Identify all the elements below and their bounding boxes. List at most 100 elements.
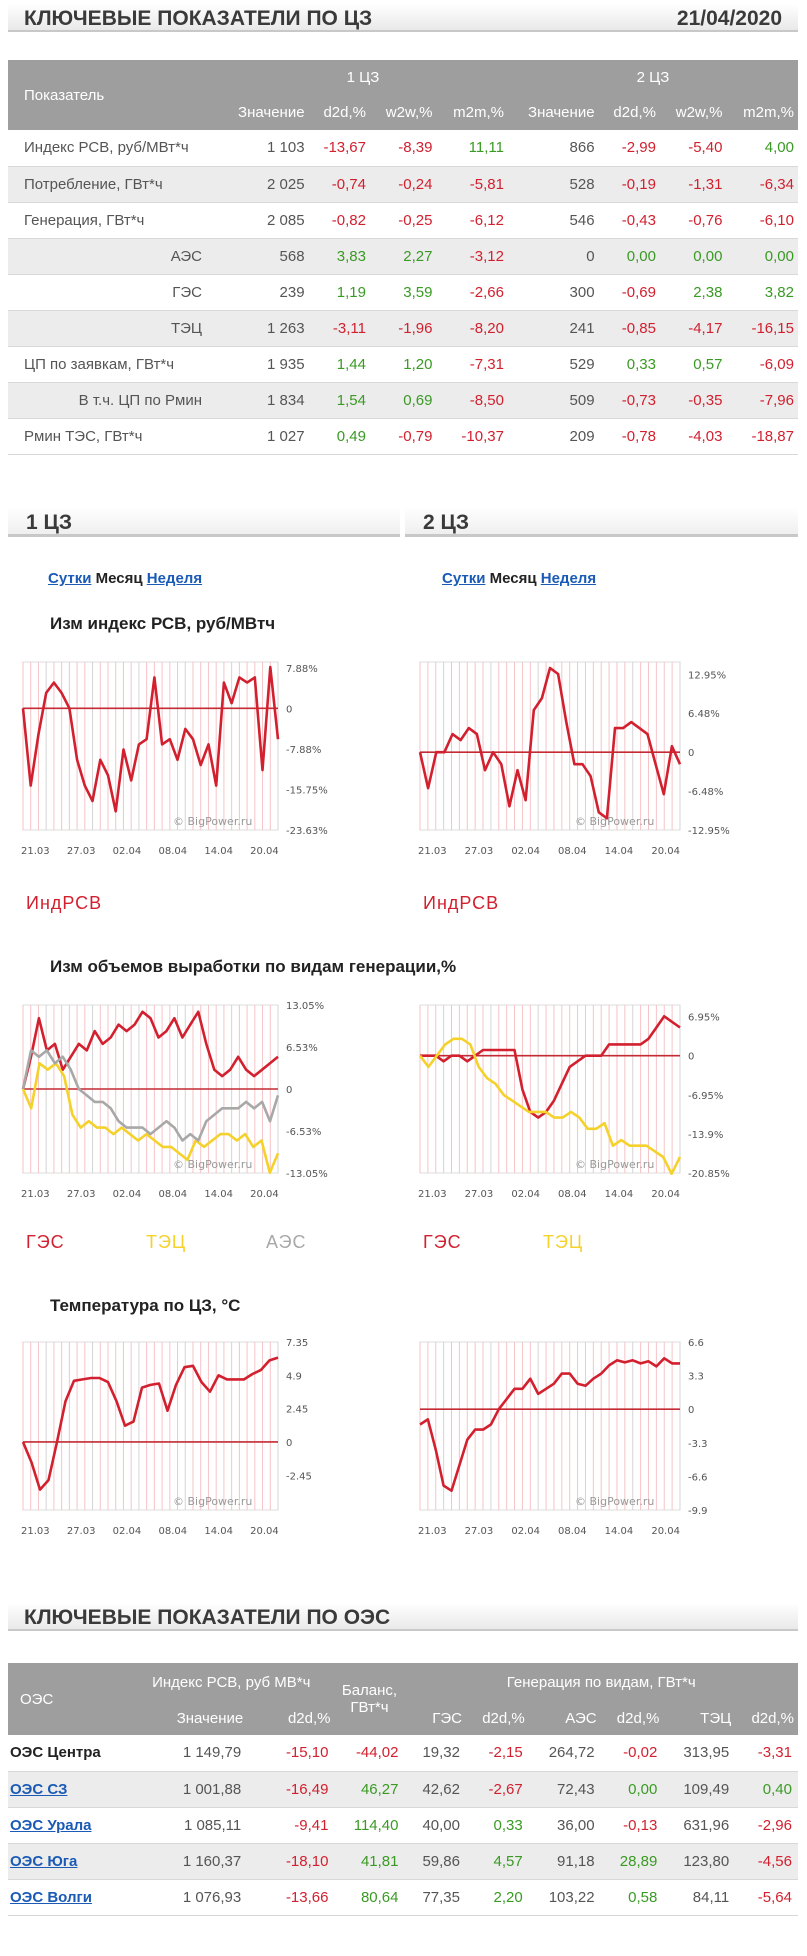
- cell-dges: 0,33: [465, 1807, 529, 1844]
- cell-tec: 313,95: [663, 1735, 736, 1772]
- cell-d1: -3,11: [308, 310, 370, 347]
- y-tick-label: 13.05%: [286, 1001, 324, 1012]
- table-row: АЭС 568 3,83 2,27 -3,12 0 0,00 0,00 0,00: [8, 238, 798, 275]
- cell-tec: 631,96: [663, 1807, 736, 1844]
- row-label: Потребление, ГВт*ч: [8, 166, 218, 203]
- cell-v1: 2 025: [218, 166, 309, 203]
- cell-dtec: 0,40: [735, 1771, 798, 1808]
- oes-link[interactable]: ОЭС СЗ: [10, 1780, 68, 1798]
- oes-title: КЛЮЧЕВЫЕ ПОКАЗАТЕЛИ ПО ОЭС: [24, 1606, 391, 1629]
- y-tick-label: 7.35: [286, 1338, 308, 1349]
- subcol-z2-3: m2m,%: [726, 94, 798, 130]
- cell-w2: -0,35: [659, 382, 727, 419]
- tab-month-z2[interactable]: Месяц: [489, 570, 537, 587]
- cell-m1: -6,12: [436, 202, 508, 239]
- x-tick-label: 20.04: [250, 1189, 279, 1200]
- y-tick-label: -6.6: [688, 1472, 708, 1483]
- cell-m2: -7,96: [726, 382, 798, 419]
- row-label: АЭС: [8, 238, 218, 275]
- x-tick-label: 27.03: [67, 1526, 96, 1537]
- tab-week-z1[interactable]: Неделя: [146, 570, 203, 587]
- y-tick-label: 7.88%: [286, 664, 318, 675]
- cell-d2: 0,00: [598, 238, 660, 275]
- x-tick-label: 27.03: [67, 1189, 96, 1200]
- cell-bal: 46,27: [334, 1771, 405, 1808]
- col-balance: Баланс, ГВт*ч: [334, 1663, 405, 1735]
- sub-d2d-aes: d2d,%: [600, 1701, 664, 1735]
- tab-week-z2[interactable]: Неделя: [540, 570, 597, 587]
- sub-value: Значение: [128, 1701, 248, 1735]
- subcol-z1-2: w2w,%: [370, 94, 437, 130]
- table-row: ГЭС 239 1,19 3,59 -2,66 300 -0,69 2,38 3,82: [8, 274, 798, 311]
- oes-link[interactable]: ОЭС Волги: [10, 1888, 92, 1906]
- sub-d2d-ges: d2d,%: [465, 1701, 529, 1735]
- oes-link[interactable]: ОЭС Юга: [10, 1852, 78, 1870]
- y-tick-label: 0: [688, 1405, 694, 1416]
- zone1-header: 1 ЦЗ: [8, 507, 400, 537]
- cell-w2: -0,76: [659, 202, 727, 239]
- cell-d: -9,41: [247, 1807, 335, 1844]
- x-tick-label: 20.04: [250, 846, 279, 857]
- cell-idx: 1 160,37: [128, 1843, 248, 1880]
- cell-m1: -7,31: [436, 346, 508, 383]
- x-tick-label: 27.03: [465, 1189, 494, 1200]
- oes-name[interactable]: ОЭС Юга: [8, 1843, 128, 1880]
- y-tick-label: 3.3: [688, 1372, 704, 1383]
- oes-name[interactable]: ОЭС СЗ: [8, 1771, 128, 1808]
- cell-w1: 3,59: [370, 274, 437, 311]
- oes-name[interactable]: ОЭС Волги: [8, 1879, 128, 1916]
- zone2-period-tabs: Сутки Месяц Неделя: [442, 570, 596, 587]
- x-tick-label: 08.04: [558, 846, 587, 857]
- cell-m1: -3,12: [436, 238, 508, 275]
- tab-month-z1[interactable]: Месяц: [95, 570, 143, 587]
- chart-title-gen: Изм объемов выработки по видам генерации…: [50, 957, 457, 976]
- watermark: © BigPower.ru: [173, 815, 252, 828]
- cell-m1: -8,50: [436, 382, 508, 419]
- plot-area: [419, 661, 681, 831]
- table-row: Потребление, ГВт*ч 2 025 -0,74 -0,24 -5,81 52…: [8, 166, 798, 203]
- x-tick-label: 02.04: [113, 846, 142, 857]
- cell-m2: 0,00: [726, 238, 798, 275]
- y-tick-label: -2.45: [286, 1471, 312, 1482]
- cell-d2: -0,43: [598, 202, 660, 239]
- cell-d1: 3,83: [308, 238, 370, 275]
- x-tick-label: 08.04: [558, 1189, 587, 1200]
- cell-v2: 300: [507, 274, 599, 311]
- cell-w1: -1,96: [370, 310, 437, 347]
- oes-name[interactable]: ОЭС Урала: [8, 1807, 128, 1844]
- x-tick-label: 14.04: [605, 1189, 634, 1200]
- tab-day-z2[interactable]: Сутки: [442, 570, 486, 587]
- x-tick-label: 27.03: [67, 846, 96, 857]
- y-tick-label: 0: [688, 748, 694, 759]
- cell-daes: 0,00: [600, 1771, 664, 1808]
- cell-d1: -0,82: [308, 202, 370, 239]
- cell-d2: -0,69: [598, 274, 660, 311]
- x-tick-label: 14.04: [605, 1526, 634, 1537]
- cell-bal: 114,40: [334, 1807, 405, 1844]
- sub-tec: ТЭЦ: [663, 1701, 736, 1735]
- y-tick-label: 6.48%: [688, 709, 720, 720]
- cell-w1: -0,25: [370, 202, 437, 239]
- cell-w2: -4,17: [659, 310, 727, 347]
- cell-daes: -0,13: [600, 1807, 664, 1844]
- subcol-z2-0: Значение: [507, 94, 599, 130]
- y-tick-label: 6.53%: [286, 1043, 318, 1054]
- cell-dtec: -3,31: [735, 1735, 798, 1772]
- cell-w1: 1,20: [370, 346, 437, 383]
- cell-m2: -6,09: [726, 346, 798, 383]
- y-tick-label: -6.48%: [688, 787, 723, 798]
- col-zone1: 1 ЦЗ: [218, 60, 508, 94]
- watermark: © BigPower.ru: [575, 815, 654, 828]
- cell-m2: -6,34: [726, 166, 798, 203]
- cell-d2: -0,19: [598, 166, 660, 203]
- cell-v2: 866: [507, 130, 599, 167]
- chart-title-rsv: Изм индекс РСВ, руб/МВтч: [50, 614, 276, 633]
- table-row: ОЭС СЗ 1 001,88 -16,49 46,27 42,62 -2,67 72,43…: [8, 1771, 798, 1808]
- cell-ges: 19,32: [404, 1735, 466, 1772]
- tab-day-z1[interactable]: Сутки: [48, 570, 92, 587]
- cell-aes: 264,72: [528, 1735, 601, 1772]
- oes-link[interactable]: ОЭС Урала: [10, 1816, 92, 1834]
- chart-rsv-z1: 7.88% 0 -7.88% -15.75% -23.63% 21.03 27.03 02.0…: [21, 661, 328, 857]
- chart-rsv-z2: 12.95% 6.48% 0 -6.48% -12.95% 21.03 27.03 02.04…: [418, 661, 730, 857]
- x-tick-label: 20.04: [651, 846, 680, 857]
